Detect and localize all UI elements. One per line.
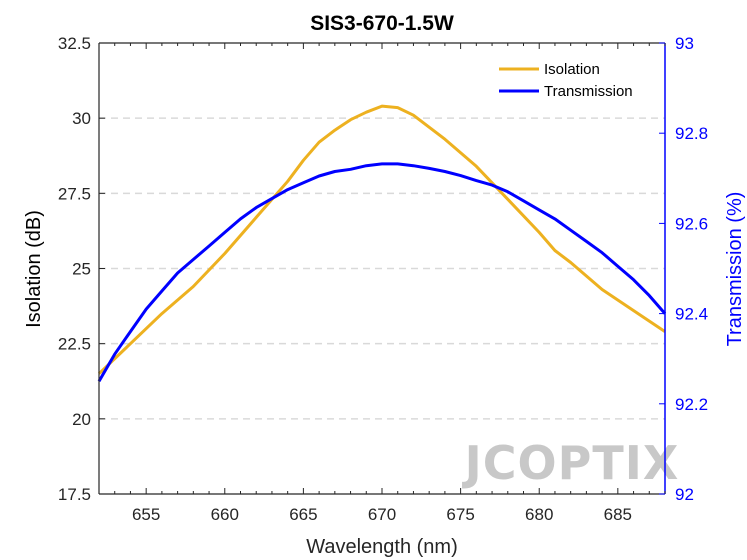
series-layer bbox=[97, 104, 667, 383]
series-line-isolation bbox=[97, 104, 666, 375]
x-tick-label: 685 bbox=[604, 505, 632, 524]
chart-title: SIS3-670-1.5W bbox=[310, 12, 454, 35]
y-tick-label-left: 27.5 bbox=[58, 184, 91, 203]
y-tick-label-right: 92.6 bbox=[675, 214, 708, 233]
y-tick-label-right: 92.4 bbox=[675, 305, 708, 324]
y-tick-label-right: 93 bbox=[675, 34, 694, 53]
legend-label-transmission: Transmission bbox=[544, 83, 633, 100]
y-axis-label-left: Isolation (dB) bbox=[23, 210, 45, 328]
watermark-logo: JCOPTIX bbox=[462, 436, 680, 490]
x-axis-label: Wavelength (nm) bbox=[306, 536, 458, 558]
legend: Isolation Transmission bbox=[491, 55, 653, 105]
y-tick-label-right: 92.2 bbox=[675, 395, 708, 414]
y-axis-label-right: Transmission (%) bbox=[724, 192, 746, 347]
x-tick-label: 655 bbox=[132, 505, 160, 524]
x-tick-label: 675 bbox=[446, 505, 474, 524]
y-tick-label-left: 20 bbox=[72, 410, 91, 429]
y-tick-label-left: 32.5 bbox=[58, 34, 91, 53]
x-tick-label: 660 bbox=[211, 505, 239, 524]
y-tick-label-right: 92.8 bbox=[675, 124, 708, 143]
x-tick-label: 665 bbox=[289, 505, 317, 524]
grid-lines bbox=[99, 117, 665, 420]
x-tick-label: 680 bbox=[525, 505, 553, 524]
y-tick-label-left: 25 bbox=[72, 260, 91, 279]
y-tick-label-left: 17.5 bbox=[58, 485, 91, 504]
series-line-transmission bbox=[97, 162, 667, 383]
legend-label-isolation: Isolation bbox=[544, 61, 600, 78]
axes-layer: 655 660 665 670 675 680 685 17.5 20 22.5 25 27.5 30 3… bbox=[58, 34, 708, 524]
x-tick-label: 670 bbox=[368, 505, 396, 524]
legend-box bbox=[491, 55, 653, 105]
y-tick-label-right: 92 bbox=[675, 485, 694, 504]
y-tick-label-left: 30 bbox=[72, 109, 91, 128]
y-tick-label-left: 22.5 bbox=[58, 335, 91, 354]
